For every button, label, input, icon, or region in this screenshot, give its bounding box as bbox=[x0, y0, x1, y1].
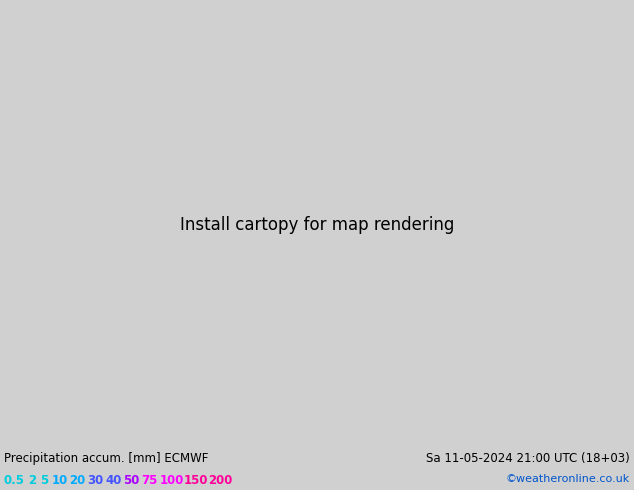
Text: 20: 20 bbox=[70, 474, 86, 487]
Text: 40: 40 bbox=[105, 474, 122, 487]
Text: 50: 50 bbox=[124, 474, 140, 487]
Text: 150: 150 bbox=[184, 474, 209, 487]
Text: Sa 11-05-2024 21:00 UTC (18+03): Sa 11-05-2024 21:00 UTC (18+03) bbox=[426, 452, 630, 465]
Text: 75: 75 bbox=[141, 474, 158, 487]
Text: 30: 30 bbox=[87, 474, 104, 487]
Text: 100: 100 bbox=[160, 474, 184, 487]
Text: 200: 200 bbox=[209, 474, 233, 487]
Text: Install cartopy for map rendering: Install cartopy for map rendering bbox=[180, 216, 454, 234]
Text: 0.5: 0.5 bbox=[4, 474, 25, 487]
Text: 10: 10 bbox=[51, 474, 68, 487]
Text: ©weatheronline.co.uk: ©weatheronline.co.uk bbox=[506, 474, 630, 484]
Text: 2: 2 bbox=[29, 474, 37, 487]
Text: 5: 5 bbox=[40, 474, 48, 487]
Text: Precipitation accum. [mm] ECMWF: Precipitation accum. [mm] ECMWF bbox=[4, 452, 209, 465]
